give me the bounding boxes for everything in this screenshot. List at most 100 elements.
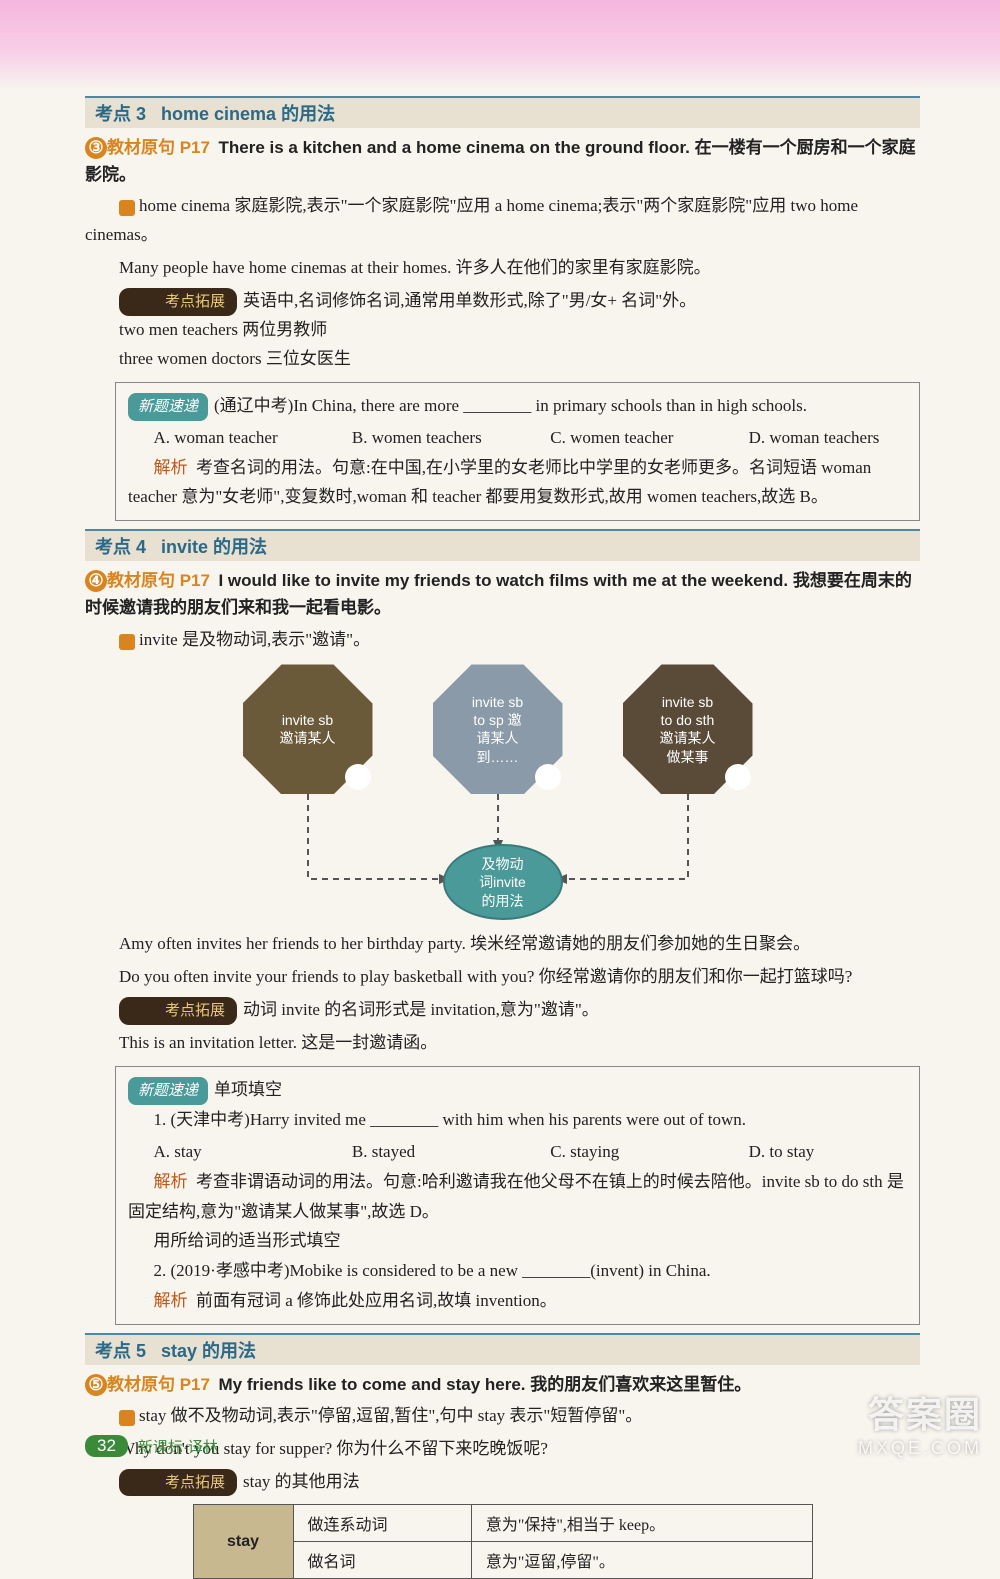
stay-table: stay 做连系动词 意为"保持",相当于 keep。 做名词 意为"逗留,停留… [193, 1504, 813, 1579]
watermark: 答案圈 MXQE.COM [858, 1386, 982, 1459]
jiexi-label-4b: 解析 [154, 1291, 188, 1310]
oct3-dot-icon [725, 764, 751, 790]
ex4-section1: 新题速递单项填空 [128, 1075, 907, 1105]
oct2-dot-icon [535, 764, 561, 790]
ex4-q1-stem: 1. (天津中考)Harry invited me ________ with … [128, 1105, 907, 1135]
circled-5-icon: ⑤ [85, 1374, 107, 1396]
oct2-l2: to sp 邀 [473, 711, 521, 729]
stay-r2c2: 意为"逗留,停留"。 [471, 1542, 812, 1579]
ex4-sec1-label: 单项填空 [214, 1080, 282, 1099]
watermark-small: MXQE.COM [858, 1438, 982, 1459]
oct2-l3: 请某人 [477, 729, 519, 747]
oct3-l4: 做某事 [667, 748, 709, 766]
kaodian4-tuozhan-text: 动词 invite 的名词形式是 invitation,意为"邀请"。 [243, 1000, 599, 1019]
kaodian3-jiaocai: ③教材原句 P17 There is a kitchen and a home … [85, 134, 920, 188]
kaodian4-topic: invite 的用法 [161, 537, 267, 557]
jiexi-label-4a: 解析 [154, 1172, 188, 1191]
kaodian4-example3: This is an invitation letter. 这是一封邀请函。 [85, 1029, 920, 1058]
kaodian4-note1: ✚invite 是及物动词,表示"邀请"。 [85, 626, 920, 655]
page-content: 考点 3 home cinema 的用法 ③教材原句 P17 There is … [0, 96, 1000, 1579]
oct3-l1: invite sb [662, 693, 713, 711]
oval-l1: 及物动 [479, 855, 526, 873]
kaodian3-ex2: three women doctors 三位女医生 [119, 345, 920, 374]
stay-r1c1: 做连系动词 [293, 1505, 471, 1542]
kaodian5-label: 教材原句 P17 [107, 1375, 210, 1394]
oct1-l1: invite sb [282, 711, 333, 729]
kaodian3-ex1: two men teachers 两位男教师 [119, 316, 920, 345]
ex3-options: A. woman teacher B. women teachers C. wo… [154, 423, 908, 453]
ex4-q1-options: A. stay B. stayed C. staying D. to stay [154, 1137, 908, 1167]
kaodian4-header: 考点 4 invite 的用法 [85, 529, 920, 561]
oct3-l3: 邀请某人 [660, 729, 716, 747]
kaodian5-jiaocai: ⑤教材原句 P17 My friends like to come and st… [85, 1371, 920, 1398]
ex4-q1-a: A. stay [154, 1137, 312, 1167]
ex3-opt-d: D. woman teachers [749, 423, 907, 453]
kaodian4-jiaocai: ④教材原句 P17 I would like to invite my frie… [85, 567, 920, 621]
kaodian3-num: 考点 3 [95, 104, 146, 124]
circled-3-icon: ③ [85, 137, 107, 159]
oct1-l2: 邀请某人 [280, 729, 336, 747]
kaodian4-label: 教材原句 P17 [107, 571, 210, 590]
kaodian4-num: 考点 4 [95, 537, 146, 557]
ex4-sec2-label: 用所给词的适当形式填空 [128, 1226, 907, 1256]
kaodian3-example1: Many people have home cinemas at their h… [85, 254, 920, 283]
xintisudi-badge-4: 新题速递 [128, 1077, 208, 1105]
ex3-opt-a: A. woman teacher [154, 423, 312, 453]
page-number: 32 [85, 1435, 128, 1457]
kaodian5-num: 考点 5 [95, 1341, 146, 1361]
xintisudi-badge: 新题速递 [128, 393, 208, 421]
kaodian5-tuozhan-text: stay 的其他用法 [243, 1472, 360, 1491]
invite-diagram: invite sb 邀请某人 invite sb to sp 邀 请某人 到……… [183, 664, 823, 924]
oval-l3: 的用法 [479, 892, 526, 910]
stay-r1c2: 意为"保持",相当于 keep。 [471, 1505, 812, 1542]
kaodian4-note1-text: invite 是及物动词,表示"邀请"。 [139, 630, 370, 649]
ex3-opt-c: C. women teacher [550, 423, 708, 453]
kaodian3-tuozhan: 考点拓展英语中,名词修饰名词,通常用单数形式,除了"男/女+ 名词"外。 [85, 287, 920, 316]
kaodian5-tuozhan: 考点拓展 stay 的其他用法 [85, 1468, 920, 1497]
kaodian5-note1-text: stay 做不及物动词,表示"停留,逗留,暂住",句中 stay 表示"短暂停留… [139, 1406, 642, 1425]
kaodian5-topic: stay 的用法 [161, 1341, 256, 1361]
oct2-l4: 到…… [477, 748, 519, 766]
oct1-dot-icon [345, 764, 371, 790]
kaodian5-note1: ✚stay 做不及物动词,表示"停留,逗留,暂住",句中 stay 表示"短暂停… [85, 1402, 920, 1431]
ex4-q2-jiexi-text: 前面有冠词 a 修饰此处应用名词,故填 invention。 [196, 1291, 557, 1310]
ex4-q1-b: B. stayed [352, 1137, 510, 1167]
ex3-opt-b: B. women teachers [352, 423, 510, 453]
kaodian5-header: 考点 5 stay 的用法 [85, 1333, 920, 1365]
page-footer: 32 新课标·译林 [85, 1435, 218, 1457]
top-band [0, 0, 1000, 90]
ex4-q1-c: C. staying [550, 1137, 708, 1167]
ex4-q2-jiexi: 解析 前面有冠词 a 修饰此处应用名词,故填 invention。 [128, 1286, 907, 1316]
ex4-q1-jiexi: 解析 考查非谓语动词的用法。句意:哈利邀请我在他父母不在镇上的时候去陪他。inv… [128, 1167, 907, 1227]
kaodian3-note1: ✚home cinema 家庭影院,表示"一个家庭影院"应用 a home ci… [85, 192, 920, 250]
oct2-l1: invite sb [472, 693, 523, 711]
kaodian4-exercise: 新题速递单项填空 1. (天津中考)Harry invited me _____… [115, 1066, 920, 1325]
kaodian3-text: There is a kitchen and a home cinema on … [85, 138, 916, 184]
watermark-big: 答案圈 [858, 1386, 982, 1438]
circled-4-icon: ④ [85, 570, 107, 592]
ex4-q1-jiexi-text: 考查非谓语动词的用法。句意:哈利邀请我在他父母不在镇上的时候去陪他。invite… [128, 1172, 904, 1221]
kaodian3-exercise: 新题速递 (通辽中考)In China, there are more _____… [115, 382, 920, 522]
ex3-jiexi: 解析 考查名词的用法。句意:在中国,在小学里的女老师比中学里的女老师更多。名词短… [128, 453, 907, 513]
footer-label: 新课标·译林 [138, 1436, 218, 1457]
stay-r2c1: 做名词 [293, 1542, 471, 1579]
ex3-source: (通辽中考) [214, 396, 293, 415]
ex4-q2-stem: 2. (2019·孝感中考)Mobike is considered to be… [128, 1256, 907, 1286]
kaodian4-example2: Do you often invite your friends to play… [85, 963, 920, 992]
kaodian3-note1-text: home cinema 家庭影院,表示"一个家庭影院"应用 a home cin… [85, 196, 858, 244]
ex3-stem: In China, there are more ________ in pri… [293, 396, 807, 415]
ex4-q1-d: D. to stay [749, 1137, 907, 1167]
plus-icon: ✚ [119, 634, 135, 650]
stay-rowhead: stay [193, 1505, 293, 1579]
tuozhan-badge-4: 考点拓展 [119, 997, 237, 1025]
kaodian4-example1: Amy often invites her friends to her bir… [85, 930, 920, 959]
ex3-stem-line: 新题速递 (通辽中考)In China, there are more _____… [128, 391, 907, 421]
oval-l2: 词invite [479, 873, 526, 891]
diagram-oval: 及物动 词invite 的用法 [443, 844, 563, 920]
ex3-jiexi-text: 考查名词的用法。句意:在中国,在小学里的女老师比中学里的女老师更多。名词短语 w… [128, 458, 871, 507]
tuozhan-badge: 考点拓展 [119, 288, 237, 316]
kaodian3-label: 教材原句 P17 [107, 138, 210, 157]
plus-icon-5: ✚ [119, 1410, 135, 1426]
kaodian4-tuozhan: 考点拓展动词 invite 的名词形式是 invitation,意为"邀请"。 [85, 996, 920, 1025]
tuozhan-badge-5: 考点拓展 [119, 1469, 237, 1497]
